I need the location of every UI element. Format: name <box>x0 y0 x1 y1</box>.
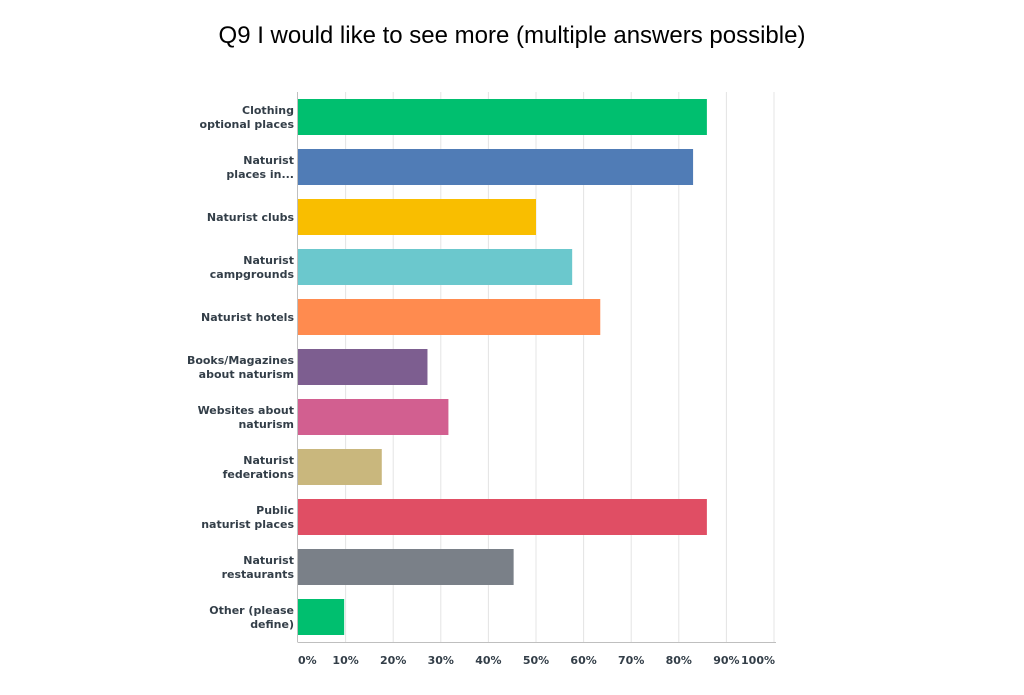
category-label: Naturist clubs <box>207 211 295 224</box>
category-label: Naturist federations <box>223 454 295 481</box>
bar[interactable] <box>298 449 382 485</box>
category-label: Clothing optional places <box>200 104 295 131</box>
bar[interactable] <box>298 199 536 235</box>
category-label: Naturist places in... <box>226 154 294 181</box>
category-label: Books/Magazines about naturism <box>187 354 295 381</box>
category-label: Other (please define) <box>209 604 294 631</box>
x-tick-label: 90% <box>713 654 739 667</box>
bar[interactable] <box>298 99 707 135</box>
bar[interactable] <box>298 399 449 435</box>
x-tick-labels: 0% 10% 20% 30% 40% 50% 60% 70% 80% 90% 100% <box>298 654 775 667</box>
x-tick-label: 70% <box>618 654 644 667</box>
x-tick-label: 40% <box>475 654 501 667</box>
bar[interactable] <box>298 349 428 385</box>
bar[interactable] <box>298 549 514 585</box>
x-tick-label: 0% <box>298 654 317 667</box>
x-tick-label: 100% <box>741 654 775 667</box>
category-label: Naturist restaurants <box>222 554 295 581</box>
x-tick-label: 20% <box>380 654 406 667</box>
x-tick-label: 60% <box>570 654 596 667</box>
x-tick-label: 50% <box>523 654 549 667</box>
category-labels: Clothing optional places Naturist places in… <box>187 104 295 631</box>
bar[interactable] <box>298 249 573 285</box>
category-label: Public naturist places <box>201 504 294 531</box>
bar[interactable] <box>298 499 707 535</box>
category-label: Naturist hotels <box>201 311 294 324</box>
x-tick-label: 10% <box>332 654 358 667</box>
axes <box>297 92 776 643</box>
x-tick-label: 30% <box>428 654 454 667</box>
category-label: Naturist campgrounds <box>210 254 295 281</box>
category-label: Websites about naturism <box>198 404 294 431</box>
bar[interactable] <box>298 299 601 335</box>
chart-title: Q9 I would like to see more (multiple an… <box>218 22 806 49</box>
bars <box>298 99 707 635</box>
bar[interactable] <box>298 599 345 635</box>
x-tick-label: 80% <box>666 654 692 667</box>
bar[interactable] <box>298 149 694 185</box>
